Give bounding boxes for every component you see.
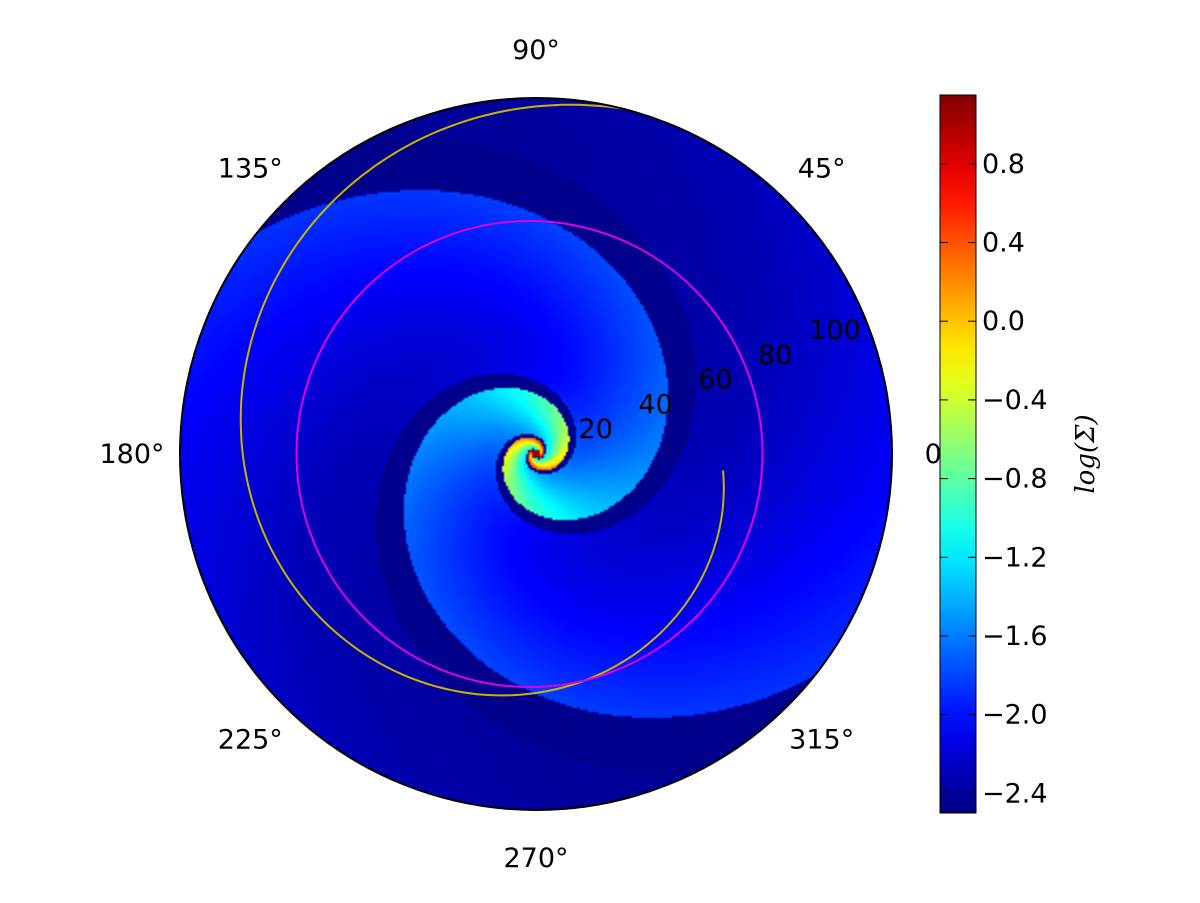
polar-plot-area bbox=[180, 98, 892, 810]
radial-tick-label: 80 bbox=[758, 340, 792, 371]
overlay-curves bbox=[239, 103, 764, 697]
angle-tick-label: 180° bbox=[99, 439, 164, 470]
colorbar-tick-label: −0.4 bbox=[982, 385, 1048, 416]
colorbar-tick-label: −1.2 bbox=[982, 542, 1048, 573]
angle-tick-label: 45° bbox=[798, 153, 846, 184]
angle-tick-label: 225° bbox=[218, 725, 283, 756]
polar-frame bbox=[179, 97, 893, 811]
overlay-spiral bbox=[239, 103, 725, 697]
colorbar-ticks: −2.4 −2.0 −1.6 −1.2 −0.8 −0.4 0.0 0.4 0.8 bbox=[940, 149, 1048, 809]
colorbar-tick-label: −2.0 bbox=[982, 700, 1048, 731]
colorbar-tick-label: 0.4 bbox=[982, 228, 1025, 259]
angle-tick-label: 270° bbox=[503, 843, 568, 874]
radial-tick-labels: 20 40 60 80 100 bbox=[579, 315, 861, 445]
colorbar-tick-label: −0.8 bbox=[982, 464, 1048, 495]
overlay-circle bbox=[295, 219, 764, 689]
radial-tick-label: 60 bbox=[698, 365, 732, 396]
colorbar: −2.4 −2.0 −1.6 −1.2 −0.8 −0.4 0.0 0.4 0.8 log(Σ) bbox=[939, 94, 1101, 814]
colorbar-tick-label: −2.4 bbox=[982, 778, 1048, 809]
angle-tick-label: 135° bbox=[218, 153, 283, 184]
radial-tick-label: 40 bbox=[638, 390, 672, 421]
density-heatmap bbox=[180, 98, 892, 810]
radial-tick-label: 100 bbox=[809, 315, 861, 346]
colorbar-tick-label: 0.0 bbox=[982, 306, 1025, 337]
angle-tick-label: 315° bbox=[789, 725, 854, 756]
angle-tick-label: 90° bbox=[512, 35, 560, 66]
colorbar-label: log(Σ) bbox=[1071, 414, 1101, 493]
colorbar-tick-label: 0.8 bbox=[982, 149, 1025, 180]
colorbar-tick-label: −1.6 bbox=[982, 621, 1048, 652]
colorbar-gradient bbox=[939, 94, 977, 814]
radial-tick-label: 20 bbox=[579, 414, 613, 445]
